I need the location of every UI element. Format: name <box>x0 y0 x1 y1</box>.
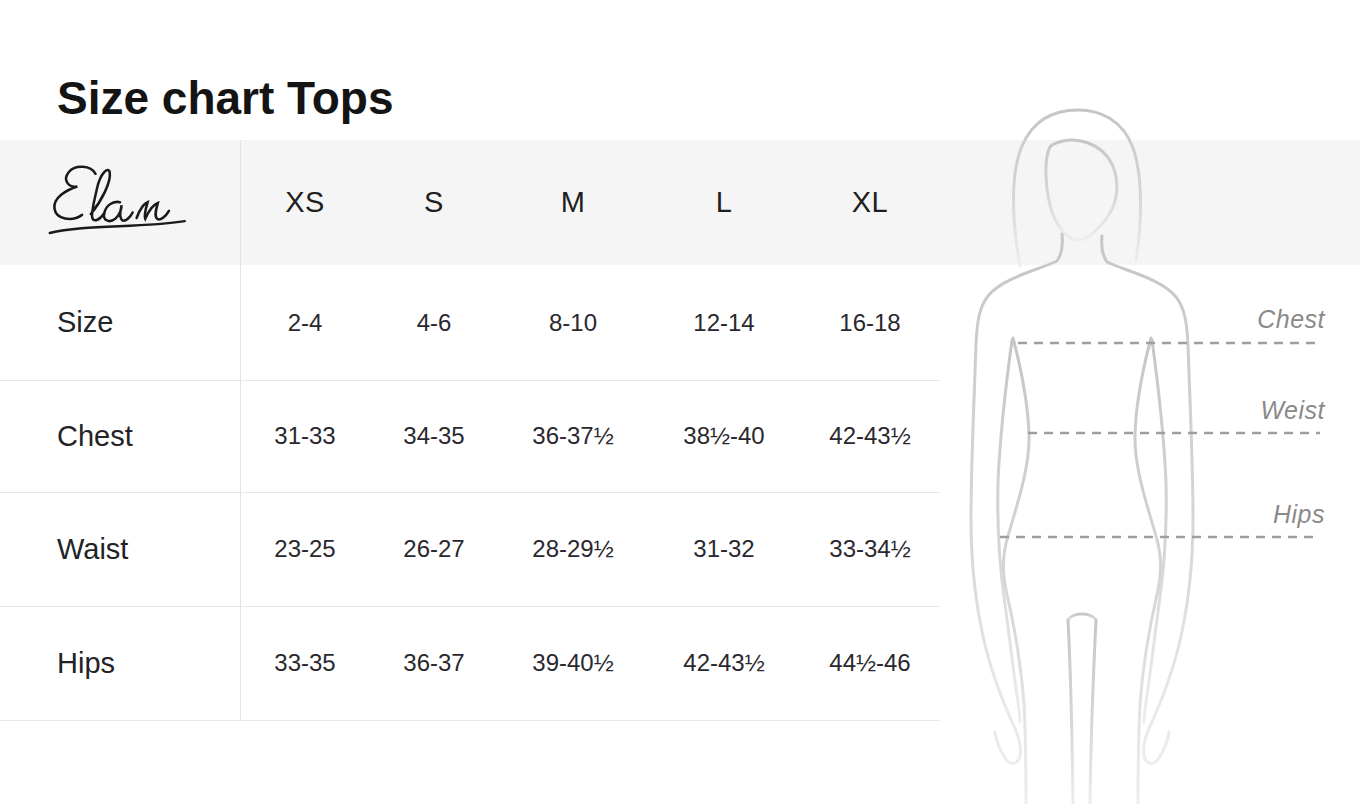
brand-logo: Elan <box>0 140 240 265</box>
cell-chest-l: 38½-40 <box>648 380 800 492</box>
cell-size-xs: 2-4 <box>240 265 370 380</box>
hips-measure-label: Hips <box>1273 500 1325 529</box>
cell-chest-xl: 42-43½ <box>800 380 940 492</box>
table-vertical-divider <box>240 140 241 720</box>
cell-size-l: 12-14 <box>648 265 800 380</box>
cell-chest-xs: 31-33 <box>240 380 370 492</box>
elan-signature-logo-icon <box>45 159 195 247</box>
row-divider <box>0 606 940 607</box>
header-size-s: S <box>370 140 498 265</box>
header-size-l: L <box>648 140 800 265</box>
body-outline <box>971 110 1193 804</box>
waist-measure-label: Weist <box>1260 396 1325 425</box>
row-label-chest: Chest <box>0 380 240 492</box>
size-chart-page: { "page": { "title": "Size chart Tops" }… <box>0 0 1360 804</box>
cell-waist-l: 31-32 <box>648 492 800 606</box>
row-divider <box>0 380 940 381</box>
cell-hips-xs: 33-35 <box>240 606 370 720</box>
header-size-m: M <box>498 140 648 265</box>
cell-hips-xl: 44½-46 <box>800 606 940 720</box>
cell-size-m: 8-10 <box>498 265 648 380</box>
row-divider <box>0 720 940 721</box>
cell-waist-xs: 23-25 <box>240 492 370 606</box>
header-size-xl: XL <box>800 140 940 265</box>
female-body-silhouette-illustration <box>950 104 1360 804</box>
header-size-xs: XS <box>240 140 370 265</box>
cell-size-s: 4-6 <box>370 265 498 380</box>
row-label-hips: Hips <box>0 606 240 720</box>
row-label-waist: Waist <box>0 492 240 606</box>
page-title: Size chart Tops <box>57 71 394 125</box>
cell-waist-xl: 33-34½ <box>800 492 940 606</box>
size-chart-table: Elan XS S M L XL Size 2-4 4-6 8-10 12-14… <box>0 140 940 720</box>
chest-measure-label: Chest <box>1257 305 1325 334</box>
cell-hips-m: 39-40½ <box>498 606 648 720</box>
cell-hips-s: 36-37 <box>370 606 498 720</box>
cell-chest-m: 36-37½ <box>498 380 648 492</box>
cell-waist-s: 26-27 <box>370 492 498 606</box>
cell-waist-m: 28-29½ <box>498 492 648 606</box>
cell-chest-s: 34-35 <box>370 380 498 492</box>
row-divider <box>0 492 940 493</box>
cell-hips-l: 42-43½ <box>648 606 800 720</box>
cell-size-xl: 16-18 <box>800 265 940 380</box>
row-label-size: Size <box>0 265 240 380</box>
